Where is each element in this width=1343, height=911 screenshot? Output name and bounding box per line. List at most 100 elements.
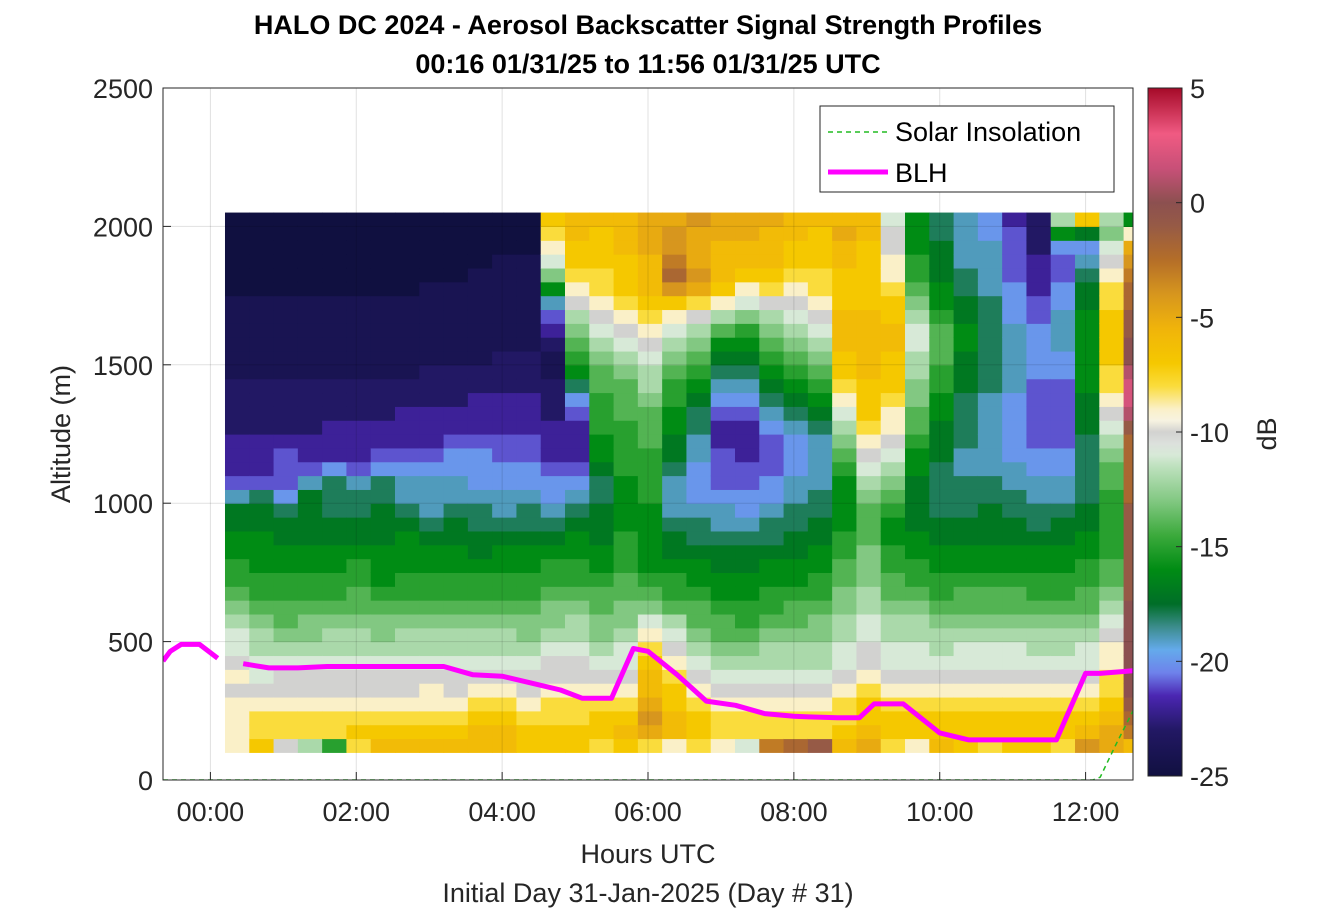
heatmap-cell bbox=[929, 627, 955, 643]
heatmap-cell bbox=[880, 613, 906, 629]
heatmap-cell bbox=[929, 226, 955, 241]
heatmap-cell bbox=[492, 406, 518, 421]
heatmap-cell bbox=[637, 503, 663, 518]
heatmap-cell bbox=[492, 434, 518, 449]
heatmap-cell bbox=[516, 323, 542, 338]
heatmap-cell bbox=[492, 323, 518, 338]
heatmap-cell bbox=[297, 669, 323, 684]
heatmap-cell bbox=[1026, 475, 1052, 490]
heatmap-cell bbox=[346, 738, 372, 753]
heatmap-cell bbox=[856, 309, 882, 324]
heatmap-cell bbox=[1075, 627, 1100, 643]
heatmap-cell bbox=[686, 738, 712, 753]
heatmap-cell bbox=[977, 641, 1003, 657]
heatmap-cell bbox=[807, 503, 833, 518]
heatmap-cell bbox=[492, 655, 518, 670]
heatmap-cell bbox=[929, 641, 955, 657]
heatmap-cell bbox=[322, 392, 348, 407]
heatmap-cell bbox=[540, 309, 566, 324]
heatmap-cell bbox=[1123, 350, 1133, 366]
heatmap-cell bbox=[395, 337, 420, 352]
heatmap-cell bbox=[807, 530, 833, 546]
heatmap-cell bbox=[783, 337, 809, 352]
heatmap-cell bbox=[807, 544, 833, 560]
heatmap-cell bbox=[370, 613, 396, 629]
heatmap-cell bbox=[492, 544, 518, 560]
heatmap-cell bbox=[540, 503, 566, 518]
heatmap-cell bbox=[492, 600, 518, 615]
heatmap-cell bbox=[1002, 406, 1028, 421]
heatmap-cell bbox=[467, 517, 493, 532]
heatmap-cell bbox=[710, 434, 736, 449]
heatmap-cell bbox=[1050, 281, 1076, 297]
heatmap-cell bbox=[977, 517, 1003, 532]
heatmap-cell bbox=[783, 641, 809, 657]
heatmap-cell bbox=[1075, 406, 1100, 421]
heatmap-cell bbox=[1050, 613, 1076, 629]
heatmap-cell bbox=[1099, 267, 1125, 283]
heatmap-cell bbox=[905, 254, 930, 269]
heatmap-cell bbox=[759, 350, 785, 366]
heatmap-cell bbox=[832, 406, 858, 421]
heatmap-cell bbox=[783, 558, 809, 573]
heatmap-cell bbox=[249, 669, 275, 684]
heatmap-cell bbox=[273, 669, 299, 684]
heatmap-cell bbox=[1123, 613, 1133, 629]
colorbar-tick-label: -20 bbox=[1190, 647, 1229, 677]
heatmap-cell bbox=[686, 655, 712, 670]
heatmap-cell bbox=[1002, 323, 1028, 338]
heatmap-cell bbox=[346, 683, 372, 698]
heatmap-cell bbox=[1099, 572, 1125, 587]
heatmap-cell bbox=[880, 710, 906, 726]
heatmap-cell bbox=[686, 447, 712, 463]
heatmap-cell bbox=[880, 503, 906, 518]
heatmap-cell bbox=[565, 434, 590, 449]
heatmap-cell bbox=[613, 683, 639, 698]
heatmap-cell bbox=[662, 309, 688, 324]
heatmap-cell bbox=[735, 323, 760, 338]
heatmap-cell bbox=[929, 240, 955, 255]
heatmap-cell bbox=[929, 392, 955, 407]
heatmap-cell bbox=[589, 627, 615, 643]
heatmap-cell bbox=[735, 350, 760, 366]
y-tick-label: 1000 bbox=[93, 489, 153, 519]
heatmap-cell bbox=[880, 350, 906, 366]
heatmap-cell bbox=[297, 378, 323, 394]
heatmap-cell bbox=[419, 475, 445, 490]
heatmap-cell bbox=[856, 530, 882, 546]
heatmap-cell bbox=[880, 475, 906, 490]
heatmap-cell bbox=[759, 655, 785, 670]
heatmap-cell bbox=[759, 475, 785, 490]
heatmap-cell bbox=[637, 323, 663, 338]
heatmap-cell bbox=[953, 655, 979, 670]
heatmap-cell bbox=[322, 281, 348, 297]
heatmap-cell bbox=[710, 627, 736, 643]
heatmap-cell bbox=[759, 226, 785, 241]
legend-solar-label: Solar Insolation bbox=[895, 117, 1081, 147]
heatmap-cell bbox=[880, 364, 906, 380]
heatmap-cell bbox=[297, 406, 323, 421]
heatmap-cell bbox=[977, 613, 1003, 629]
heatmap-cell bbox=[1002, 613, 1028, 629]
heatmap-cell bbox=[613, 378, 639, 394]
heatmap-cell bbox=[249, 267, 275, 283]
heatmap-cell bbox=[565, 600, 590, 615]
heatmap-cell bbox=[540, 724, 566, 740]
heatmap-cell bbox=[273, 212, 299, 227]
heatmap-cell bbox=[443, 710, 469, 726]
heatmap-cell bbox=[929, 572, 955, 587]
heatmap-cell bbox=[443, 337, 469, 352]
heatmap-cell bbox=[565, 710, 590, 726]
heatmap-cell bbox=[807, 461, 833, 477]
heatmap-cell bbox=[735, 600, 760, 615]
heatmap-cell bbox=[953, 696, 979, 712]
heatmap-cell bbox=[370, 420, 396, 435]
heatmap-cell bbox=[905, 323, 930, 338]
heatmap-cell bbox=[492, 558, 518, 573]
heatmap-cell bbox=[565, 517, 590, 532]
heatmap-cell bbox=[710, 530, 736, 546]
heatmap-cell bbox=[710, 655, 736, 670]
y-tick-label: 2000 bbox=[93, 212, 153, 242]
heatmap-cell bbox=[467, 544, 493, 560]
heatmap-cell bbox=[224, 281, 250, 297]
